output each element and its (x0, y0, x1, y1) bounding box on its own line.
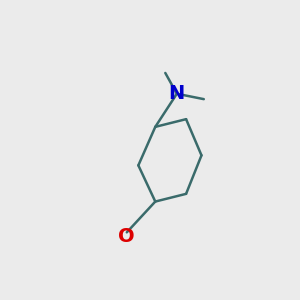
Text: O: O (118, 227, 135, 246)
Text: N: N (169, 84, 185, 103)
